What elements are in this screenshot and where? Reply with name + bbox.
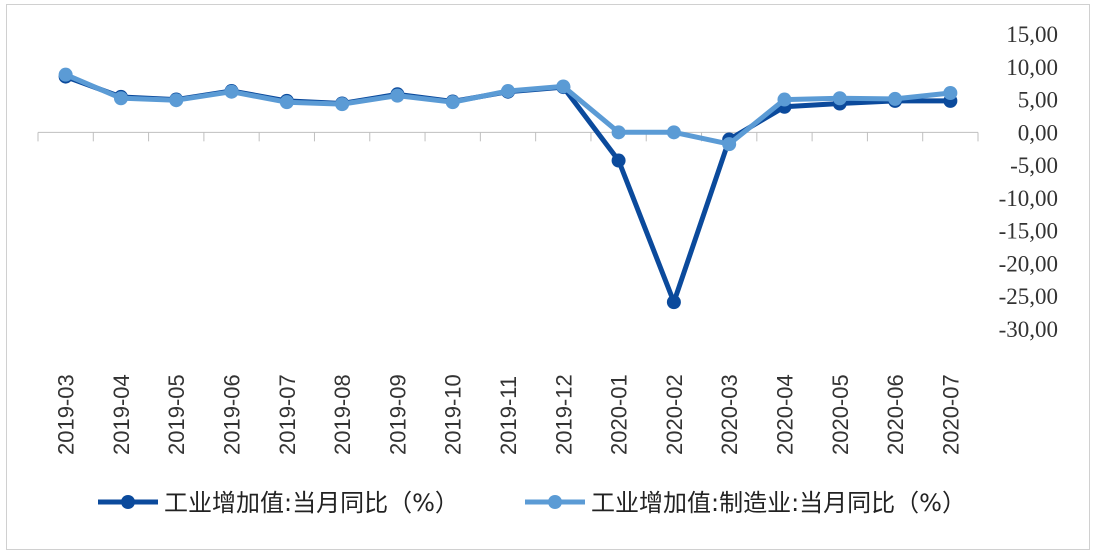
x-tick-label: 2019-09 <box>385 374 410 455</box>
data-point <box>501 84 515 99</box>
data-point <box>666 125 681 140</box>
legend-swatch-marker <box>548 495 562 509</box>
data-point <box>888 91 903 106</box>
x-tick-label: 2019-11 <box>496 376 521 455</box>
series-layer <box>58 67 958 310</box>
data-point <box>224 84 239 99</box>
x-tick-label: 2019-06 <box>220 374 245 455</box>
y-tick-label: -10,00 <box>999 186 1058 211</box>
x-tick-label: 2019-03 <box>54 374 79 455</box>
data-point <box>722 137 737 152</box>
data-point <box>335 97 350 112</box>
legend-label-series-2: 工业增加值:制造业:当月同比（%） <box>591 489 966 517</box>
data-point <box>58 67 73 82</box>
x-tick-label: 2020-01 <box>607 374 632 455</box>
data-point <box>113 91 128 106</box>
x-tick-label: 2020-02 <box>662 374 687 455</box>
legend-item-series-2: 工业增加值:制造业:当月同比（%） <box>525 489 966 517</box>
x-axis-ticks: 2019-03 2019-04 2019-05 2019-06 2019-07 2019-… <box>54 374 964 455</box>
x-tick-label: 2020-03 <box>717 374 742 455</box>
y-tick-label: -30,00 <box>999 317 1058 342</box>
legend-label-series-1: 工业增加值:当月同比（%） <box>164 489 459 517</box>
legend-item-series-1: 工业增加值:当月同比（%） <box>98 489 459 517</box>
x-tick-label: 2019-05 <box>164 374 189 455</box>
data-point <box>279 95 294 110</box>
y-tick-label: -25,00 <box>999 284 1058 309</box>
x-tick-label: 2020-05 <box>828 374 853 455</box>
x-tick-label: 2019-12 <box>551 374 576 455</box>
y-tick-label: -5,00 <box>1010 153 1058 178</box>
data-point <box>611 153 626 168</box>
x-tick-label: 2020-07 <box>938 374 963 455</box>
series-line <box>63 74 953 305</box>
y-tick-label: 5,00 <box>1018 88 1058 113</box>
y-tick-label: -20,00 <box>999 251 1058 276</box>
y-tick-label: 0,00 <box>1018 120 1058 145</box>
series-2 <box>58 67 958 152</box>
data-point <box>390 88 405 103</box>
data-point <box>169 93 184 108</box>
series-1 <box>58 69 958 310</box>
data-point <box>611 125 626 140</box>
data-point <box>777 92 792 107</box>
data-point <box>556 79 571 94</box>
data-point <box>943 86 958 100</box>
y-tick-label: -15,00 <box>999 219 1058 244</box>
data-point <box>666 295 681 310</box>
legend: 工业增加值:当月同比（%） 工业增加值:制造业:当月同比（%） <box>98 489 966 517</box>
x-tick-label: 2020-06 <box>883 374 908 455</box>
x-tick-label: 2019-04 <box>109 374 134 455</box>
y-tick-label: 15,00 <box>1006 22 1058 47</box>
x-tick-label: 2019-10 <box>441 374 466 455</box>
x-tick-label: 2019-08 <box>330 374 355 455</box>
y-tick-label: 10,00 <box>1006 55 1058 80</box>
y-axis-ticks: 15,00 10,00 5,00 0,00 -5,00 -10,00 -15,00 -20,0… <box>999 22 1058 342</box>
data-point <box>445 95 460 110</box>
x-tick-label: 2019-07 <box>275 374 300 455</box>
chart-axes <box>37 131 979 142</box>
data-point <box>832 91 847 106</box>
x-tick-label: 2020-04 <box>772 374 797 455</box>
legend-swatch-marker <box>121 495 135 509</box>
